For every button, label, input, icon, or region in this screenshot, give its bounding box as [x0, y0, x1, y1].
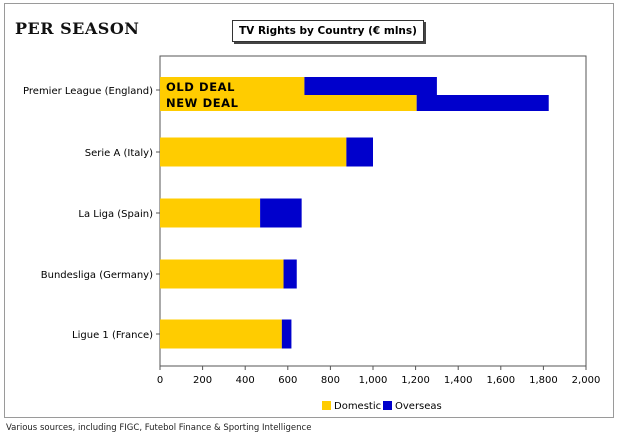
bar-segment-overseas [304, 77, 437, 95]
bar-segment-overseas [346, 137, 373, 167]
legend-label-overseas: Overseas [395, 401, 442, 412]
x-tick-label: 800 [321, 375, 340, 386]
bar-segment-domestic [160, 198, 261, 228]
bar-segment-overseas [416, 95, 549, 111]
bar-segment-domestic [160, 95, 417, 111]
x-tick-label: 1,600 [486, 375, 515, 386]
bar-segment-domestic [160, 259, 284, 289]
deal-label: OLD DEAL [166, 80, 235, 94]
x-tick-label: 1,800 [529, 375, 558, 386]
legend-label-domestic: Domestic [334, 401, 382, 412]
x-tick-label: 200 [193, 375, 212, 386]
x-tick-label: 2,000 [572, 375, 601, 386]
x-tick-label: 1,000 [359, 375, 388, 386]
bar-segment-overseas [281, 319, 292, 349]
x-tick-label: 1,400 [444, 375, 473, 386]
x-tick-label: 400 [236, 375, 255, 386]
legend-item-overseas: Overseas [383, 401, 442, 412]
bar-segment-overseas [283, 259, 297, 289]
category-label: Serie A (Italy) [85, 148, 153, 159]
bar-segment-domestic [160, 319, 282, 349]
category-label: La Liga (Spain) [78, 209, 153, 220]
bar-segment-domestic [160, 137, 347, 167]
x-tick-label: 600 [278, 375, 297, 386]
category-label: Bundesliga (Germany) [41, 270, 153, 281]
legend-item-domestic: Domestic [322, 401, 381, 412]
legend-swatch-overseas [383, 401, 392, 410]
legend-swatch-domestic [322, 401, 331, 410]
bar-segment-overseas [260, 198, 302, 228]
category-label: Premier League (England) [23, 86, 153, 97]
category-label: Ligue 1 (France) [72, 330, 153, 341]
x-tick-label: 0 [157, 375, 163, 386]
corner-title: PER SEASON [15, 19, 140, 38]
deal-label: NEW DEAL [166, 96, 239, 110]
chart-frame [4, 3, 614, 418]
source-note: Various sources, including FIGC, Futebol… [6, 423, 312, 433]
bar-segment-domestic [160, 77, 305, 95]
x-tick-label: 1,200 [401, 375, 430, 386]
chart-title: TV Rights by Country (€ mlns) [232, 20, 424, 42]
